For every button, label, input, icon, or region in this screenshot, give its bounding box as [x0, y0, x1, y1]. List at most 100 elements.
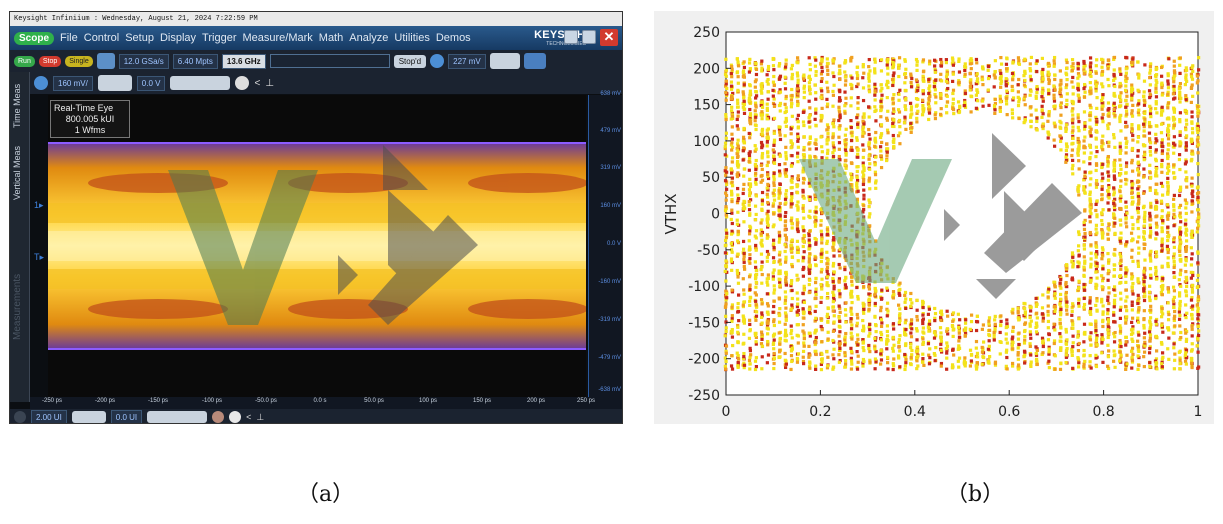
scatter-point — [1076, 151, 1080, 155]
memory-depth-field[interactable]: 6.40 Mpts — [172, 53, 218, 69]
scatter-point — [766, 304, 770, 308]
add-icon[interactable] — [235, 76, 250, 90]
trigger-level-field[interactable]: 227 mV — [448, 53, 486, 69]
scatter-point — [963, 321, 968, 325]
scatter-point — [1124, 321, 1128, 325]
scatter-point — [879, 154, 883, 158]
scatter-point — [1119, 72, 1123, 76]
scatter-point — [909, 130, 913, 134]
expand-icon[interactable] — [14, 411, 26, 423]
scatter-point — [754, 285, 758, 289]
default-setup-icon[interactable] — [96, 53, 115, 69]
scatter-point — [1059, 101, 1063, 105]
vertical-scale-field[interactable]: 160 mV/ — [53, 75, 93, 91]
scatter-point — [1035, 119, 1039, 124]
menu-math[interactable]: Math — [318, 32, 344, 44]
minimize-button[interactable] — [564, 30, 578, 44]
scatter-point — [814, 290, 818, 294]
scatter-point — [1100, 274, 1104, 278]
scatter-point — [1064, 148, 1068, 153]
scatter-point — [873, 303, 877, 308]
menu-demos[interactable]: Demos — [435, 32, 471, 44]
sample-rate-field[interactable]: 12.0 GSa/s — [118, 53, 169, 69]
horizontal-offset-field[interactable]: 0.0 UI — [110, 409, 143, 423]
scatter-point — [843, 338, 847, 342]
scatter-point — [861, 364, 865, 368]
scatter-point — [1088, 201, 1092, 205]
autoscale-icon[interactable] — [523, 53, 546, 69]
pin-icon[interactable]: ⊥ — [265, 77, 275, 89]
scatter-point — [898, 293, 902, 297]
menu-file[interactable]: File — [60, 32, 78, 44]
bandwidth-field[interactable]: 13.6 GHz — [221, 53, 266, 69]
scatter-point — [1118, 359, 1122, 363]
close-button[interactable]: ✕ — [600, 29, 618, 46]
scatter-point — [742, 182, 746, 186]
trigger-source-icon[interactable] — [430, 54, 445, 68]
scatter-point — [1082, 187, 1086, 191]
scatter-point — [1124, 299, 1128, 303]
scatter-point — [754, 90, 758, 94]
scatter-point — [856, 294, 860, 299]
vertical-offset-field[interactable]: 0.0 V — [136, 75, 166, 91]
stop-button[interactable]: Stop — [38, 55, 62, 67]
scatter-point — [783, 87, 788, 91]
scatter-point — [1112, 107, 1116, 111]
run-button[interactable]: Run — [14, 55, 35, 67]
share-icon[interactable]: < — [246, 412, 252, 422]
menu-setup[interactable]: Setup — [125, 32, 154, 44]
scatter-point — [915, 338, 919, 342]
scatter-point — [820, 156, 824, 160]
menu-measure-mark[interactable]: Measure/Mark — [242, 32, 313, 44]
scatter-point — [777, 169, 782, 173]
scatter-point — [891, 121, 895, 126]
scatter-point — [807, 307, 811, 311]
scatter-point — [808, 106, 812, 110]
scatter-point — [915, 329, 919, 333]
scatter-point — [1101, 267, 1105, 271]
scatter-point — [789, 164, 794, 168]
vertical-wave-icon[interactable] — [97, 75, 132, 91]
scatter-point — [789, 219, 793, 223]
horizontal-scale-field[interactable]: 2.00 UI — [31, 409, 67, 423]
single-button[interactable]: Single — [65, 55, 93, 67]
scatter-point — [725, 231, 729, 235]
menu-trigger[interactable]: Trigger — [202, 32, 237, 44]
scatter-point — [855, 181, 859, 185]
pin-icon[interactable]: ⊥ — [256, 411, 265, 422]
vertical-controls-icon[interactable] — [170, 76, 231, 90]
tab-vertical-meas[interactable]: Vertical Meas — [12, 145, 22, 201]
scatter-point — [849, 119, 853, 123]
menu-control[interactable]: Control — [83, 32, 120, 44]
scatter-point — [742, 83, 746, 87]
restore-button[interactable] — [582, 30, 596, 44]
channel-1-icon[interactable] — [34, 76, 48, 90]
horizontal-wave-icon[interactable] — [71, 411, 106, 423]
scatter-point — [962, 361, 966, 365]
record-icon[interactable] — [212, 411, 225, 423]
scatter-point — [1052, 93, 1056, 97]
menu-analyze[interactable]: Analyze — [349, 32, 389, 44]
scatter-point — [1040, 336, 1045, 340]
scope-tab[interactable]: Scope — [14, 31, 55, 45]
clock-icon[interactable] — [229, 411, 242, 423]
share-icon[interactable]: < — [254, 77, 261, 89]
scatter-point — [1083, 231, 1087, 236]
scatter-point — [814, 287, 818, 291]
acquisition-status-button[interactable]: Stop'd — [393, 54, 427, 68]
scatter-point — [795, 183, 800, 187]
menu-utilities[interactable]: Utilities — [394, 32, 430, 44]
scatter-point — [1004, 98, 1009, 103]
scatter-point — [957, 329, 961, 333]
tab-time-meas[interactable]: Time Meas — [12, 83, 22, 129]
menu-display[interactable]: Display — [159, 32, 197, 44]
scatter-point — [748, 285, 752, 289]
scatter-point — [1148, 336, 1152, 340]
scatter-point — [1136, 149, 1140, 153]
undo-icon[interactable] — [489, 53, 520, 69]
horizontal-controls-icon[interactable] — [147, 411, 208, 423]
scatter-point — [897, 66, 901, 70]
scatter-point — [1125, 140, 1129, 144]
scatter-point — [748, 107, 752, 112]
tab-measurements[interactable]: Measurements — [12, 273, 23, 341]
